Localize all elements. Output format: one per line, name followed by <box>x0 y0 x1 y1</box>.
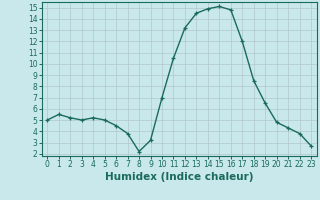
X-axis label: Humidex (Indice chaleur): Humidex (Indice chaleur) <box>105 172 253 182</box>
